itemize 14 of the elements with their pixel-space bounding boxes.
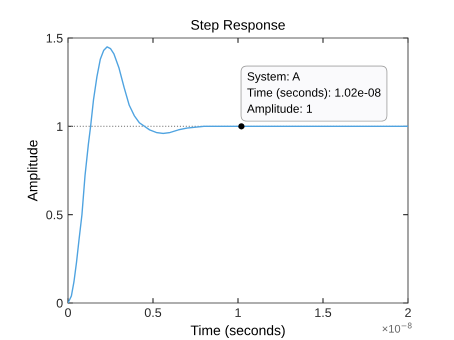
y-tick-label: 1 bbox=[57, 122, 63, 131]
text: ×10$^{−8}$ bbox=[382, 322, 412, 333]
x-axis-title: Time (seconds) bbox=[190, 325, 285, 338]
x-tick-label: 1 bbox=[235, 308, 241, 317]
y-tick-label: 0 bbox=[56, 298, 63, 308]
y-tick-label: 0.5 bbox=[46, 210, 63, 220]
x-tick-label: 0 bbox=[65, 308, 71, 318]
y-tick-label: 1.5 bbox=[46, 34, 63, 43]
x-tick-label: 0.5 bbox=[144, 308, 162, 318]
x-tick-label: 2 bbox=[405, 308, 411, 317]
x-tick-label: 1.5 bbox=[315, 308, 332, 318]
y-axis-title: Amplitude bbox=[27, 140, 40, 202]
chart-title: Step Response bbox=[191, 20, 285, 33]
annotation: System: A Time (seconds): 1.02e-08 Amplitude: 1 bbox=[246, 72, 381, 116]
